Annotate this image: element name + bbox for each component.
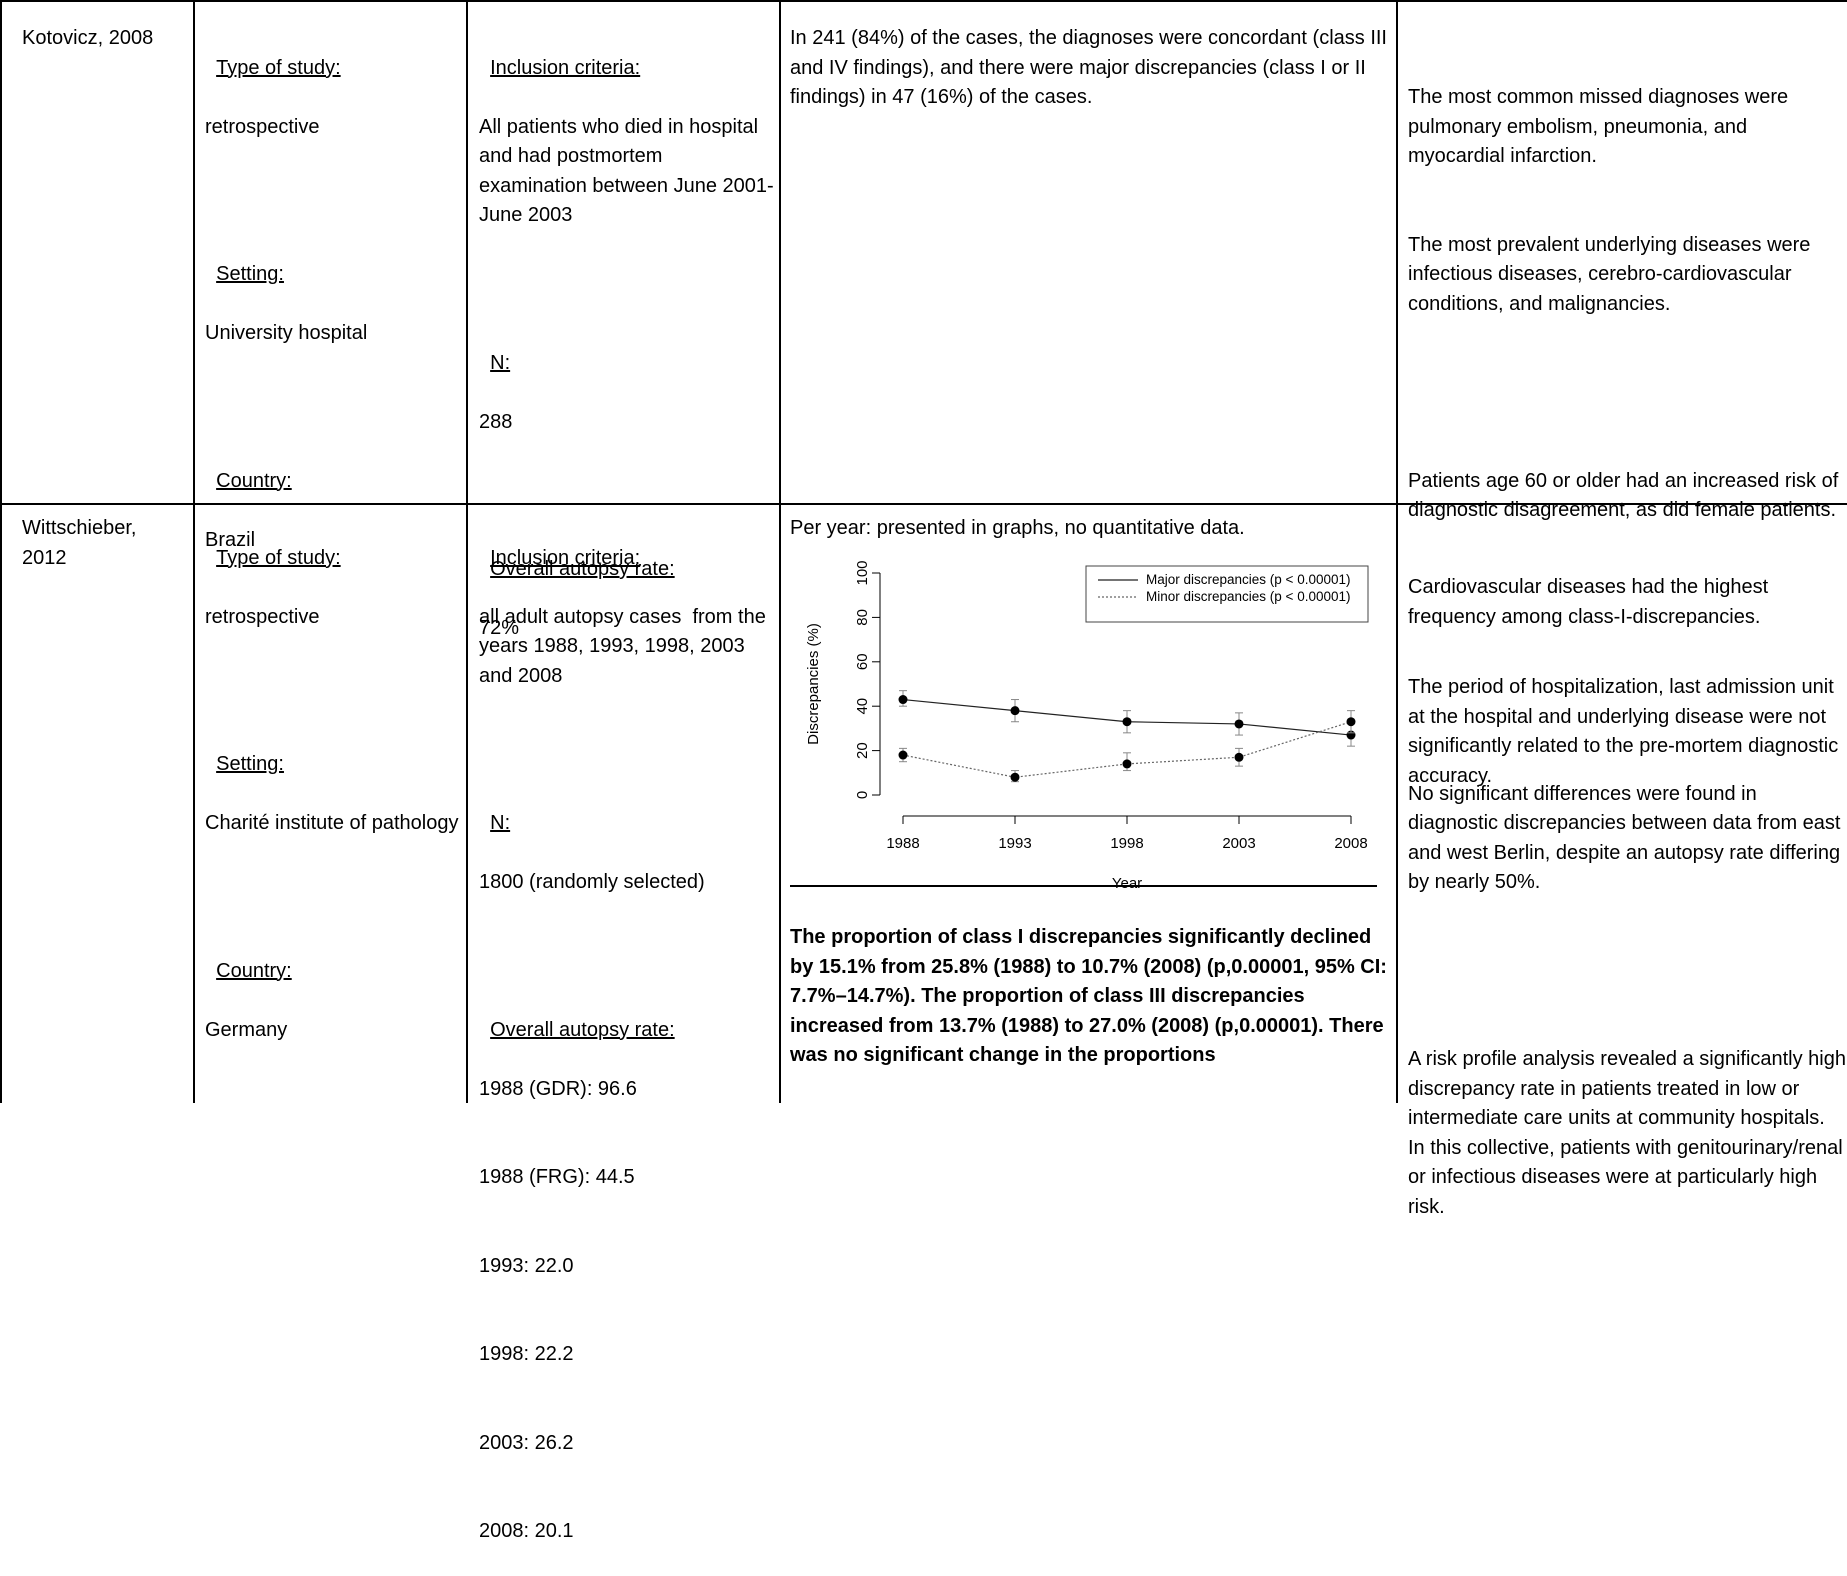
data-point bbox=[1346, 717, 1356, 727]
results-cell: In 241 (84%) of the cases, the diagnoses… bbox=[790, 27, 1393, 108]
n-value: 288 bbox=[479, 410, 513, 433]
chart-rule bbox=[790, 885, 1377, 887]
autopsy-rate-value: 72% bbox=[479, 617, 520, 639]
y-tick-label: 0 bbox=[854, 791, 871, 799]
y-tick-label: 80 bbox=[854, 609, 871, 626]
y-axis-title: Discrepancies (%) bbox=[805, 623, 822, 745]
chart-svg: 0 20 40 60 80 100 Discrepancies (%) 1988 1993 199… bbox=[805, 560, 1369, 892]
author-cell: Kotovicz, 2008 bbox=[22, 27, 154, 49]
autopsy-rate-line: 1988 (GDR): 96.6 bbox=[479, 1077, 637, 1100]
study-type-value: retrospective bbox=[205, 605, 320, 628]
autopsy-rate-label: Overall autopsy rate: bbox=[490, 1018, 675, 1041]
country-label: Country: bbox=[216, 469, 292, 492]
x-tick-label: 1993 bbox=[998, 835, 1031, 852]
study-type-label: Type of study: bbox=[216, 56, 341, 79]
study-type-value: retrospective bbox=[205, 115, 320, 138]
autopsy-rate-line: 2003: 26.2 bbox=[479, 1431, 574, 1454]
x-axis-title: Year bbox=[1112, 875, 1142, 890]
data-point bbox=[1122, 717, 1132, 727]
chart-axes: 0 20 40 60 80 100 Discrepancies (%) 1988 1993 199… bbox=[805, 560, 1368, 892]
legend-box bbox=[1085, 565, 1369, 623]
n-label: N: bbox=[490, 351, 511, 374]
inclusion-label: Inclusion criteria: bbox=[490, 546, 641, 569]
table-grid bbox=[0, 0, 1847, 1103]
inclusion-cell: Inclusion criteria: All patients who die… bbox=[479, 24, 774, 673]
inclusion-value: all adult autopsy cases from the years 1… bbox=[479, 605, 772, 687]
comment-paragraph: The period of hospitalization, last admi… bbox=[1408, 676, 1844, 787]
x-tick-label: 2003 bbox=[1222, 835, 1255, 852]
comment-paragraph: Cardiovascular diseases had the highest … bbox=[1408, 576, 1774, 628]
autopsy-rate-line: 1998: 22.2 bbox=[479, 1343, 574, 1365]
autopsy-rate-line: 2008: 20.1 bbox=[479, 1520, 574, 1542]
col-border bbox=[1396, 0, 1398, 1103]
legend-label: Minor discrepancies (p < 0.00001) bbox=[1146, 589, 1350, 604]
comment-paragraph: The most common missed diagnoses were pu… bbox=[1408, 86, 1794, 167]
results-intro: Per year: presented in graphs, no quanti… bbox=[790, 517, 1245, 539]
data-point bbox=[898, 695, 908, 705]
data-point bbox=[1234, 719, 1244, 729]
discrepancy-chart: 0 20 40 60 80 100 Discrepancies (%) 1988 1993 199… bbox=[788, 548, 1378, 892]
data-point bbox=[1010, 772, 1020, 782]
setting-label: Setting: bbox=[216, 263, 284, 285]
data-point bbox=[1234, 752, 1244, 762]
y-tick-label: 60 bbox=[854, 653, 871, 670]
col-border bbox=[0, 0, 2, 1103]
legend-label: Major discrepancies (p < 0.00001) bbox=[1146, 572, 1350, 587]
series-line bbox=[902, 721, 1352, 778]
study-type-label: Type of study: bbox=[216, 546, 341, 569]
data-point bbox=[1122, 759, 1132, 769]
comment-paragraph: Patients age 60 or older had an increase… bbox=[1408, 469, 1844, 522]
comment-paragraph: No significant differences were found in… bbox=[1408, 782, 1847, 894]
x-tick-label: 1998 bbox=[1110, 835, 1143, 852]
col-border bbox=[466, 0, 468, 1103]
y-tick-label: 100 bbox=[854, 560, 871, 585]
inclusion-value: All patients who died in hospital and ha… bbox=[479, 115, 774, 227]
n-value: 1800 (randomly selected) bbox=[479, 871, 705, 893]
autopsy-rate-label: Overall autopsy rate: bbox=[490, 558, 675, 580]
data-point bbox=[1010, 706, 1020, 716]
autopsy-rate-line: 1993: 22.0 bbox=[479, 1254, 574, 1277]
table-border-top bbox=[0, 0, 1847, 2]
inclusion-label: Inclusion criteria: bbox=[490, 56, 641, 79]
study-info-cell: Type of study: retrospective Setting: Ch… bbox=[205, 514, 460, 1075]
country-label: Country: bbox=[216, 959, 292, 982]
x-tick-label: 1988 bbox=[886, 835, 919, 852]
y-tick-label: 20 bbox=[854, 742, 871, 759]
country-value: Brazil bbox=[205, 528, 256, 551]
setting-label: Setting: bbox=[216, 753, 284, 775]
comment-paragraph: The most prevalent underlying diseases w… bbox=[1408, 233, 1816, 315]
autopsy-rate-line: 1988 (FRG): 44.5 bbox=[479, 1166, 635, 1188]
setting-value: University hospital bbox=[205, 322, 368, 344]
col-border bbox=[779, 0, 781, 1103]
x-tick-label: 2008 bbox=[1334, 835, 1367, 852]
n-label: N: bbox=[490, 812, 511, 834]
chart-legend: Major discrepancies (p < 0.00001) Minor d… bbox=[1085, 565, 1369, 623]
y-tick-label: 40 bbox=[854, 698, 871, 715]
col-border bbox=[193, 0, 195, 1103]
comments-cell: Cardiovascular diseases had the highest … bbox=[1408, 514, 1847, 1252]
country-value: Germany bbox=[205, 1018, 288, 1041]
comment-paragraph: A risk profile analysis revealed a signi… bbox=[1408, 1048, 1846, 1218]
author-cell: Wittschieber, 2012 bbox=[22, 517, 143, 569]
setting-value: Charité institute of pathology bbox=[205, 812, 459, 834]
study-info-cell: Type of study: retrospective Setting: Un… bbox=[205, 24, 460, 585]
results-summary: The proportion of class I discrepancies … bbox=[790, 926, 1393, 1066]
data-point bbox=[898, 750, 908, 760]
chart-series bbox=[898, 690, 1356, 783]
comments-cell: The most common missed diagnoses were pu… bbox=[1408, 24, 1847, 821]
inclusion-cell: Inclusion criteria: all adult autopsy ca… bbox=[479, 514, 774, 1576]
row-divider bbox=[0, 503, 1847, 505]
